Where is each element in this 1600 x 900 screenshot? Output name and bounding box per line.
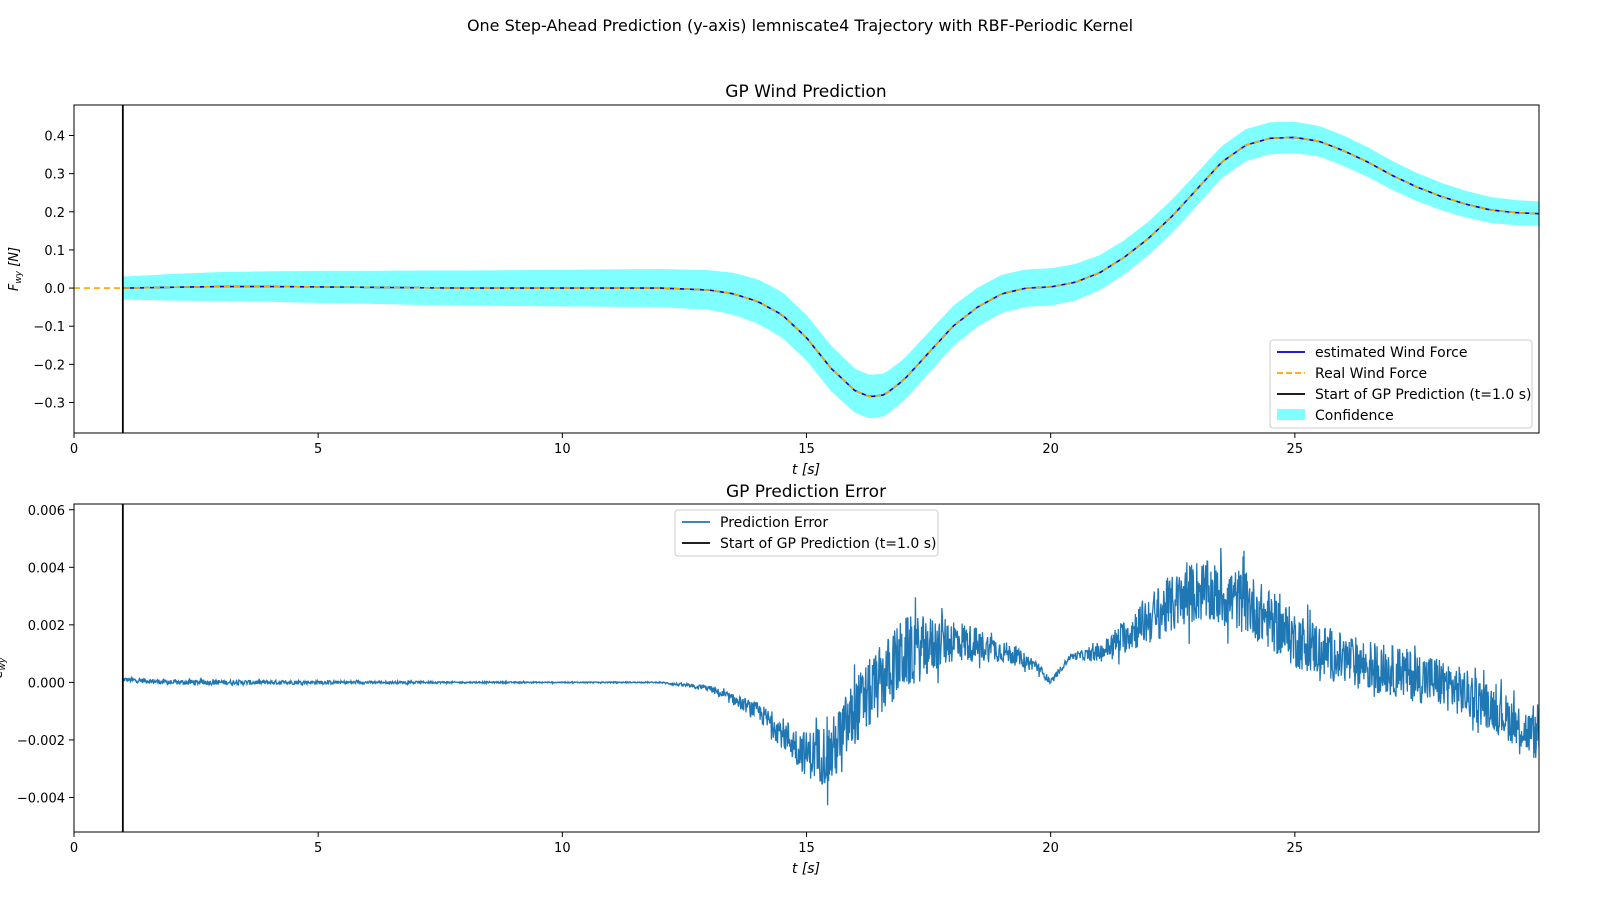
legend-start-label: Start of GP Prediction (t=1.0 s)	[1315, 387, 1532, 403]
bottom-ylabel: ewy	[0, 657, 8, 678]
top-ytick-label: 0.4	[44, 130, 65, 145]
top-ytick-label: 0.0	[44, 282, 65, 297]
bottom-xtick-label: 5	[314, 841, 322, 856]
top-xtick-label: 15	[798, 442, 815, 457]
prediction-error-panel: GP Prediction Error 0 5 10 15 20 25 −0.004 −0.…	[0, 482, 1540, 877]
bottom-panel-title: GP Prediction Error	[726, 482, 886, 502]
legend-estimated-label: estimated Wind Force	[1315, 345, 1467, 361]
bottom-legend: Prediction Error Start of GP Prediction …	[674, 509, 939, 557]
top-panel-title: GP Wind Prediction	[725, 82, 886, 102]
confidence-band	[122, 121, 1539, 419]
top-ylabel: Fwy [N]	[7, 247, 24, 291]
legend-confidence-swatch	[1277, 409, 1305, 420]
top-ytick-label: −0.3	[33, 396, 65, 411]
bottom-ytick-label: −0.004	[17, 791, 65, 806]
legend-error-label: Prediction Error	[720, 515, 828, 531]
top-xtick-label: 20	[1042, 442, 1059, 457]
top-ytick-label: 0.1	[44, 244, 65, 259]
figure-suptitle: One Step-Ahead Prediction (y-axis) lemni…	[467, 16, 1133, 35]
top-ytick-label: −0.1	[33, 320, 65, 335]
top-xtick-label: 0	[70, 442, 78, 457]
bottom-xtick-label: 0	[70, 841, 78, 856]
bottom-xtick-label: 15	[798, 841, 815, 856]
legend-start-label-2: Start of GP Prediction (t=1.0 s)	[720, 536, 937, 552]
bottom-xtick-label: 25	[1287, 841, 1304, 856]
bottom-ytick-label: 0.000	[28, 676, 65, 691]
bottom-xlabel: t [s]	[792, 861, 820, 877]
top-legend: estimated Wind Force Real Wind Force Sta…	[1269, 339, 1533, 429]
bottom-xtick-label: 20	[1042, 841, 1059, 856]
top-xtick-label: 10	[554, 442, 571, 457]
top-ytick-label: 0.2	[44, 206, 65, 221]
bottom-ytick-label: 0.006	[28, 504, 65, 519]
prediction-error-line	[122, 548, 1539, 806]
bottom-xtick-label: 10	[554, 841, 571, 856]
top-ytick-label: 0.3	[44, 168, 65, 183]
bottom-ytick-label: 0.002	[28, 619, 65, 634]
legend-real-label: Real Wind Force	[1315, 366, 1427, 382]
top-xtick-label: 5	[314, 442, 322, 457]
bottom-ytick-label: −0.002	[17, 734, 65, 749]
real-wind-force-line	[74, 136, 1539, 398]
legend-confidence-label: Confidence	[1315, 408, 1394, 424]
top-xtick-label: 25	[1287, 442, 1304, 457]
wind-prediction-panel: GP Wind Prediction 0 5 10 15 20 25 −0.3 −0.2 −0…	[7, 82, 1540, 478]
bottom-ytick-label: 0.004	[28, 561, 65, 576]
top-ytick-label: −0.2	[33, 358, 65, 373]
top-xlabel: t [s]	[792, 462, 820, 478]
